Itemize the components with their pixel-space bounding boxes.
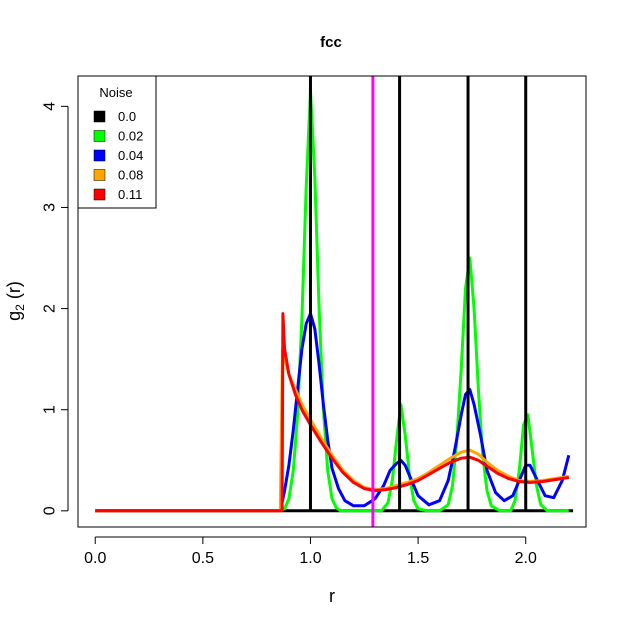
y-tick-label-0: 0 — [42, 506, 59, 515]
legend-swatch-3 — [93, 169, 106, 181]
legend: Noise 0.0 0.02 0.04 0.08 0.11 — [77, 75, 157, 209]
x-tick-label-0: 0.0 — [84, 550, 106, 567]
x-tick-label-3: 1.5 — [407, 550, 429, 567]
y-axis-label-main: g — [4, 311, 24, 321]
legend-swatch-2 — [93, 149, 106, 162]
legend-label-2: 0.04 — [118, 148, 143, 163]
legend-label-0: 0.0 — [118, 109, 136, 124]
x-tick-label-2: 1.0 — [299, 550, 321, 567]
chart-title: fcc — [320, 34, 342, 51]
y-tick-label-1: 1 — [42, 405, 59, 414]
x-axis: 0.0 0.5 1.0 1.5 2.0 — [84, 536, 537, 567]
y-tick-label-4: 4 — [42, 102, 59, 111]
series-line-1 — [95, 89, 569, 513]
legend-entries: 0.0 0.02 0.04 0.08 0.11 — [93, 109, 143, 202]
y-axis-label: g2 (r) — [4, 281, 27, 321]
plot-frame — [77, 75, 587, 528]
legend-swatch-4 — [93, 188, 106, 201]
y-axis: 0 1 2 3 4 — [42, 102, 69, 515]
legend-swatch-1 — [93, 130, 106, 142]
x-tick-label-4: 2.0 — [515, 550, 537, 567]
x-axis-label: r — [329, 586, 335, 606]
y-axis-label-subscript: 2 — [13, 304, 27, 311]
y-tick-label-3: 3 — [42, 203, 59, 212]
y-tick-label-2: 2 — [42, 304, 59, 313]
legend-label-4: 0.11 — [118, 187, 142, 202]
legend-box — [77, 75, 157, 209]
legend-swatch-0 — [93, 110, 106, 123]
series-line-2 — [95, 312, 571, 513]
series-line-4 — [95, 312, 570, 513]
plot-area — [95, 76, 574, 527]
series-line-3 — [95, 347, 570, 513]
x-tick-label-1: 0.5 — [192, 550, 214, 567]
legend-label-3: 0.08 — [118, 168, 143, 183]
legend-label-1: 0.02 — [118, 129, 143, 144]
y-axis-label-suffix: (r) — [4, 281, 24, 304]
legend-title: Noise — [99, 85, 132, 100]
